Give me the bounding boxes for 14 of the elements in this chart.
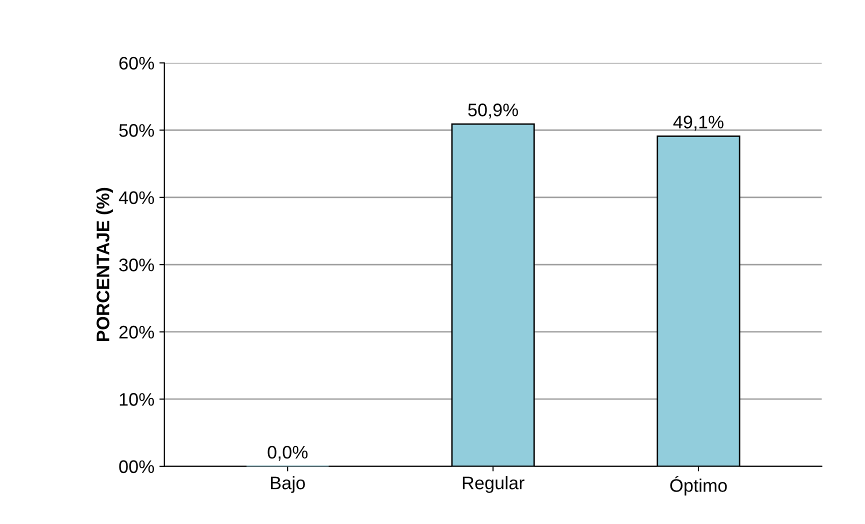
data-label: 49,1% (673, 116, 724, 131)
data-label: 50,9% (468, 104, 518, 118)
y-tick-label: 60% (119, 56, 154, 70)
data-label: 0,0% (268, 446, 308, 461)
x-tick-label: Óptimo (670, 476, 727, 496)
y-tick-label: 50% (119, 124, 154, 137)
y-tick-label: 20% (119, 326, 154, 339)
y-tick-label: 30% (119, 258, 154, 272)
x-tick-label: Bajo (271, 476, 305, 493)
y-axis-title: PORCENTAJE (%) (96, 188, 113, 341)
y-tick-label: 00% (119, 460, 154, 474)
y-tick-label: 10% (120, 393, 154, 406)
y-tick-label: 40% (118, 191, 154, 204)
x-tick-label: Regular (462, 476, 524, 493)
